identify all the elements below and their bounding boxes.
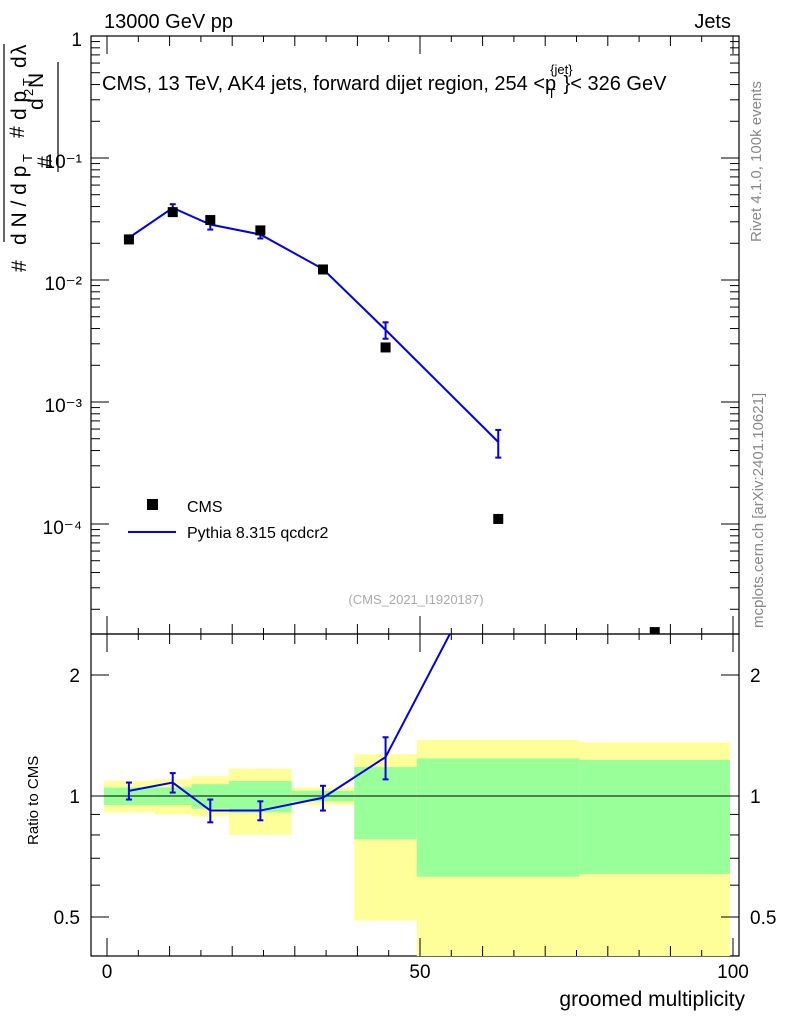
green-band-6 — [416, 758, 580, 877]
svg-text:d N / d p: d N / d p — [8, 166, 31, 245]
cms-point — [167, 207, 178, 218]
svg-text:#: # — [34, 156, 57, 168]
y-tick-label-1e-3: 10⁻³ — [45, 396, 83, 417]
ratio-y-tick-label-2-right: 2 — [750, 666, 761, 687]
energy-label: 13000 GeV pp — [104, 11, 233, 33]
svg-text:T: T — [20, 154, 35, 162]
svg-text:N: N — [25, 73, 48, 88]
ratio-y-tick-label-2: 2 — [69, 666, 80, 687]
x-axis-label: groomed multiplicity — [559, 988, 745, 1011]
rivet-version-label: Rivet 4.1.0, 100k events — [748, 81, 765, 242]
svg-text:2: 2 — [21, 89, 36, 96]
svg-text:d: d — [8, 56, 31, 68]
cms-point — [649, 627, 660, 634]
svg-text:d: d — [25, 98, 48, 110]
plot-title-superscript: {jet} — [550, 62, 573, 77]
x-tick-label-0: 0 — [102, 962, 113, 983]
ratio-y-tick-label-0.5: 0.5 — [54, 908, 80, 929]
main-y-axis-label: # d N / d p T 1 # d p T d λ — [0, 44, 35, 272]
cms-point — [123, 234, 134, 245]
analysis-watermark: (CMS_2021_I1920187) — [348, 592, 483, 607]
plot-title: CMS, 13 TeV, AK4 jets, forward dijet reg… — [102, 62, 667, 101]
ratio-plot-series — [125, 634, 451, 824]
main-y-axis-label-d2n: d 2 N — [21, 73, 48, 110]
y-tick-label-1e-2: 10⁻² — [45, 274, 83, 295]
legend-cms-marker — [147, 499, 158, 510]
axis-ticks — [91, 35, 739, 957]
mcplots-credit-label: mcplots.cern.ch [arXiv:2401.10621] — [750, 393, 767, 628]
plot-title-subscript: T — [548, 86, 556, 101]
ratio-y-tick-label-0.5-right: 0.5 — [750, 908, 776, 929]
svg-text:#: # — [6, 126, 29, 138]
ratio-uncertainty-bands — [103, 739, 730, 956]
svg-text:λ: λ — [8, 44, 31, 55]
ratio-y-tick-label-1-right: 1 — [750, 787, 761, 808]
svg-text:1: 1 — [0, 140, 3, 152]
svg-text:T: T — [20, 78, 35, 86]
cms-point — [317, 264, 328, 275]
main-plot-series — [123, 203, 660, 634]
main-plot-frame — [90, 35, 740, 635]
green-band-7 — [579, 759, 730, 874]
ratio-y-tick-label-1: 1 — [69, 787, 80, 808]
legend-cms-label: CMS — [187, 499, 223, 516]
cms-point — [493, 513, 504, 524]
ratio-y-axis-label: Ratio to CMS — [25, 756, 42, 845]
category-label: Jets — [694, 11, 731, 33]
plot-title-main: CMS, 13 TeV, AK4 jets, forward dijet reg… — [102, 73, 556, 95]
cms-point — [205, 215, 216, 226]
y-tick-label-1e-4: 10⁻⁴ — [43, 518, 82, 539]
x-tick-label-50: 50 — [409, 962, 430, 983]
y-tick-label-1e-1: 10⁻¹ — [45, 152, 83, 173]
svg-text:d p: d p — [8, 91, 31, 120]
legend-pythia-label: Pythia 8.315 qcdcr2 — [187, 525, 329, 542]
cms-point — [255, 225, 266, 236]
pythia-line — [128, 206, 499, 443]
plot-title-end: }< 326 GeV — [564, 73, 668, 95]
ratio-plot-frame — [90, 633, 740, 957]
cms-point — [380, 342, 391, 353]
main-y-axis-label-numerator: # — [34, 62, 59, 172]
x-tick-label-100: 100 — [717, 962, 749, 983]
svg-text:#: # — [8, 260, 31, 272]
y-tick-label-1: 1 — [71, 30, 82, 51]
